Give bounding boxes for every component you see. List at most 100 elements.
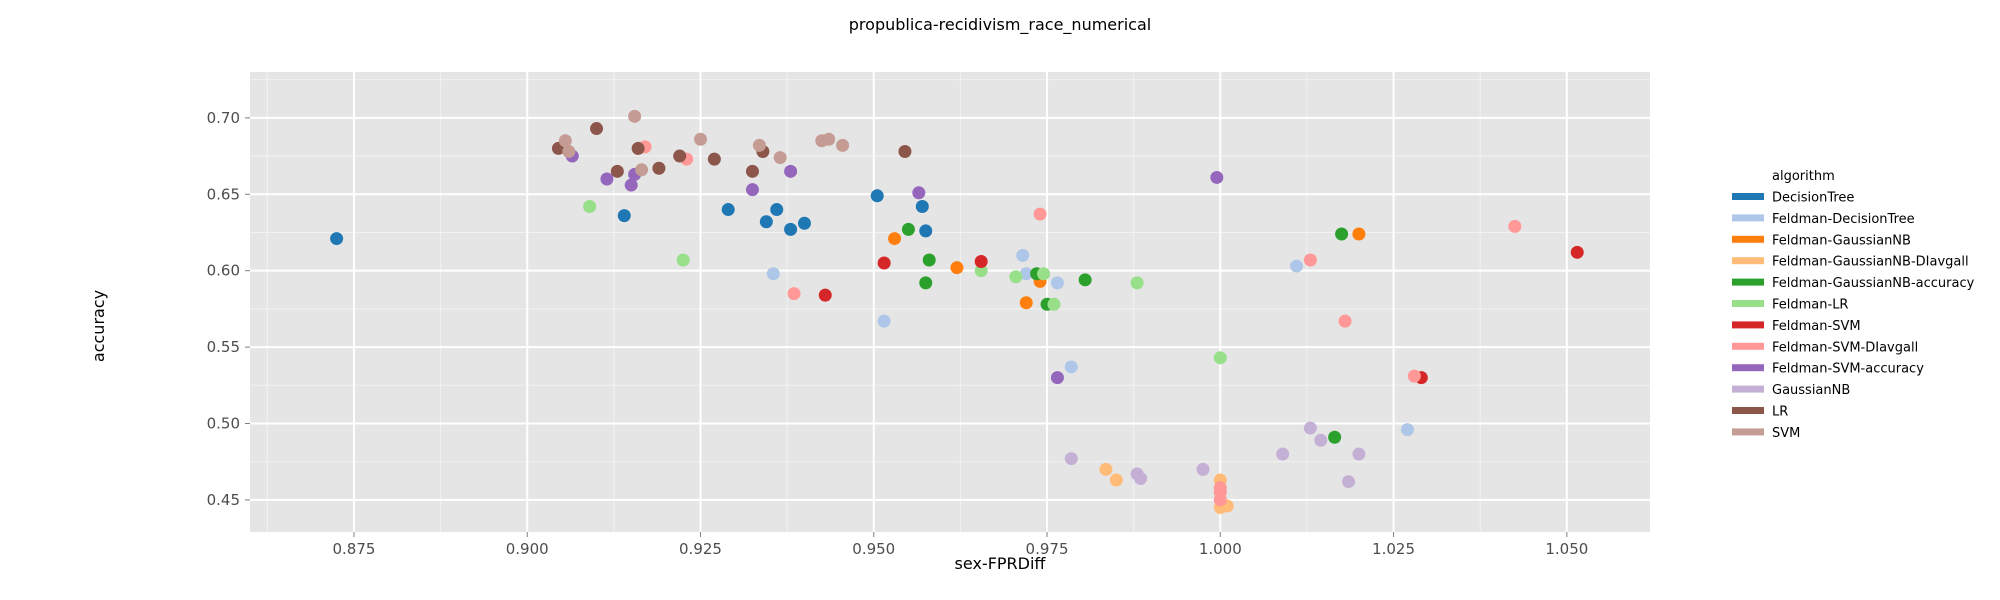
data-point [1213, 493, 1227, 507]
data-point [766, 267, 780, 281]
data-point [1019, 267, 1033, 281]
data-point [1210, 170, 1224, 184]
x-tick-label: 0.950 [852, 540, 895, 558]
data-point [330, 232, 344, 246]
data-point [1508, 219, 1522, 233]
data-point [1064, 452, 1078, 466]
data-point [752, 138, 766, 152]
legend-swatch [1732, 321, 1764, 329]
legend-label: DecisionTree [1772, 191, 1854, 206]
data-point [628, 109, 642, 123]
data-point [610, 164, 624, 178]
data-point [583, 199, 597, 213]
data-point [974, 255, 988, 269]
data-point [1303, 421, 1317, 435]
y-tick-label: 0.65 [207, 185, 240, 203]
data-point [1130, 276, 1144, 290]
data-point [1338, 314, 1352, 328]
data-point [759, 215, 773, 229]
major-gridlines [250, 72, 1650, 532]
data-point [797, 216, 811, 230]
data-point [870, 189, 884, 203]
legend: algorithm DecisionTree Feldman-DecisionTr… [1732, 169, 1975, 441]
y-axis-ticks: 0.45 0.50 0.55 0.60 0.65 0.70 [207, 109, 250, 509]
data-point [1314, 433, 1328, 447]
data-point [818, 288, 832, 302]
legend-label: SVM [1772, 426, 1800, 441]
data-point [635, 163, 649, 177]
minor-gridlines [250, 72, 1650, 532]
data-point [558, 134, 572, 148]
data-point [707, 152, 721, 166]
legend-swatch [1732, 407, 1764, 414]
data-point [1328, 430, 1342, 444]
data-point [877, 256, 891, 270]
legend-label: Feldman-LR [1772, 298, 1848, 313]
data-point [721, 203, 735, 217]
data-point [1400, 423, 1414, 437]
data-point [915, 199, 929, 213]
data-point [745, 183, 759, 197]
legend-swatch [1732, 235, 1764, 243]
data-point [1335, 227, 1349, 241]
data-point [617, 209, 631, 223]
data-point [773, 151, 787, 165]
data-point [1050, 371, 1064, 385]
legend-title: algorithm [1772, 169, 1835, 184]
legend-label: Feldman-GaussianNB [1772, 233, 1911, 248]
legend-swatch [1732, 385, 1764, 393]
legend-label: LR [1772, 405, 1788, 420]
data-point [898, 144, 912, 158]
data-point [1342, 475, 1356, 489]
x-axis-label: sex-FPRDiff [955, 554, 1047, 573]
data-point [1019, 296, 1033, 310]
x-tick-label: 1.025 [1372, 540, 1415, 558]
x-tick-label: 1.050 [1545, 540, 1588, 558]
data-point [922, 253, 936, 267]
y-tick-label: 0.55 [207, 338, 240, 356]
data-point [624, 178, 638, 192]
legend-swatch [1732, 278, 1764, 286]
x-axis-ticks: 0.875 0.900 0.925 0.950 0.975 1.000 1.025 1.050 [332, 532, 1588, 558]
data-point [822, 132, 836, 146]
data-point [1047, 297, 1061, 311]
legend-swatch [1732, 257, 1764, 265]
y-tick-label: 0.45 [207, 491, 240, 509]
data-point [1352, 227, 1366, 241]
data-point [1037, 267, 1051, 281]
data-point [600, 172, 614, 186]
y-tick-label: 0.60 [207, 262, 240, 280]
data-point [1407, 369, 1421, 383]
data-point [1570, 245, 1584, 259]
y-axis-label: accuracy [89, 290, 108, 362]
legend-label: Feldman-SVM [1772, 319, 1861, 334]
data-point [1213, 351, 1227, 365]
data-points [330, 109, 1584, 515]
data-point [1009, 270, 1023, 284]
data-point [673, 149, 687, 163]
data-point [1276, 447, 1290, 461]
data-point [1134, 472, 1148, 486]
x-tick-label: 0.875 [332, 540, 375, 558]
data-point [562, 144, 576, 158]
legend-label: Feldman-DecisionTree [1772, 212, 1915, 227]
x-tick-label: 0.900 [506, 540, 549, 558]
legend-label: GaussianNB [1772, 383, 1850, 398]
legend-swatch [1732, 193, 1764, 200]
data-point [836, 138, 850, 152]
legend-swatch [1732, 364, 1764, 372]
data-point [919, 276, 933, 290]
data-point [901, 222, 915, 236]
legend-swatch [1732, 428, 1764, 436]
data-point [888, 232, 902, 246]
y-tick-label: 0.50 [207, 414, 240, 432]
legend-label: Feldman-SVM-DIavgall [1772, 340, 1918, 355]
data-point [1064, 360, 1078, 374]
y-tick-label: 0.70 [207, 109, 240, 127]
data-point [1099, 462, 1113, 476]
data-point [974, 264, 988, 278]
data-point [784, 164, 798, 178]
data-point [590, 122, 604, 136]
legend-label: Feldman-GaussianNB-accuracy [1772, 276, 1975, 291]
